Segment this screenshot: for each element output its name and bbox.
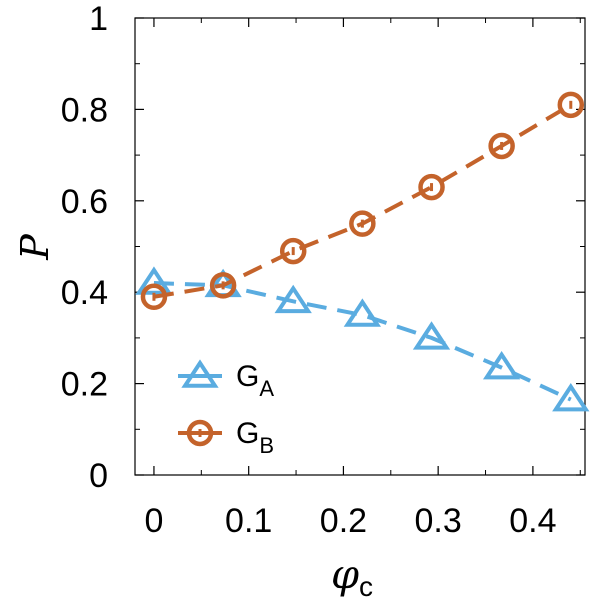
legend-label-subscript: B: [259, 433, 274, 458]
series-GB: [140, 91, 585, 311]
plot-frame: [134, 17, 586, 476]
legend-circle-marker: [186, 419, 214, 447]
circle-marker: [418, 173, 445, 201]
series-GA: [135, 266, 590, 412]
triangle-marker: [274, 284, 312, 314]
legend-label: GA: [236, 360, 274, 401]
circle-marker: [557, 91, 585, 119]
triangle-marker: [412, 321, 451, 350]
y-tick-label: 1: [89, 0, 108, 38]
series-layer: [135, 91, 590, 412]
x-axis-label-symbol: φ: [331, 552, 359, 598]
legend-label-subscript: A: [259, 376, 274, 401]
x-tick-labels: 0 0.1 0.2 0.3 0.4: [144, 502, 556, 540]
circle-marker: [140, 283, 168, 311]
x-axis-label: φc: [331, 552, 373, 602]
circle-marker: [279, 237, 307, 265]
y-tick-label: 0: [89, 457, 108, 495]
legend-label-main: G: [236, 417, 259, 450]
y-tick-label: 0.4: [61, 274, 108, 312]
series-line: [153, 103, 572, 299]
y-tick-label: 0.2: [61, 366, 108, 404]
legend-triangle-marker: [181, 359, 219, 388]
circle-marker: [488, 132, 515, 160]
y-tick-label: 0.8: [61, 91, 108, 129]
legend-item: GB: [178, 417, 274, 458]
x-axis-label-subscript: c: [359, 571, 373, 602]
x-tick-label: 0.4: [509, 502, 556, 540]
y-tick-label: 0.6: [61, 183, 108, 221]
axis-ticks: [135, 17, 585, 476]
legend-label: GB: [236, 417, 274, 458]
circle-marker: [209, 272, 237, 299]
legend-label-main: G: [236, 360, 259, 393]
x-tick-label: 0.3: [415, 502, 462, 540]
legend-item: GA: [178, 359, 274, 401]
x-tick-label: 0: [144, 502, 163, 540]
y-axis-label: P: [13, 233, 57, 261]
x-tick-label: 0.1: [225, 502, 272, 540]
triangle-marker: [343, 298, 382, 327]
x-tick-label: 0.2: [320, 502, 367, 540]
y-tick-labels: 0 0.2 0.4 0.6 0.8 1: [61, 0, 108, 495]
triangle-marker: [482, 350, 521, 380]
circle-marker: [349, 210, 376, 237]
triangle-marker: [552, 382, 590, 412]
